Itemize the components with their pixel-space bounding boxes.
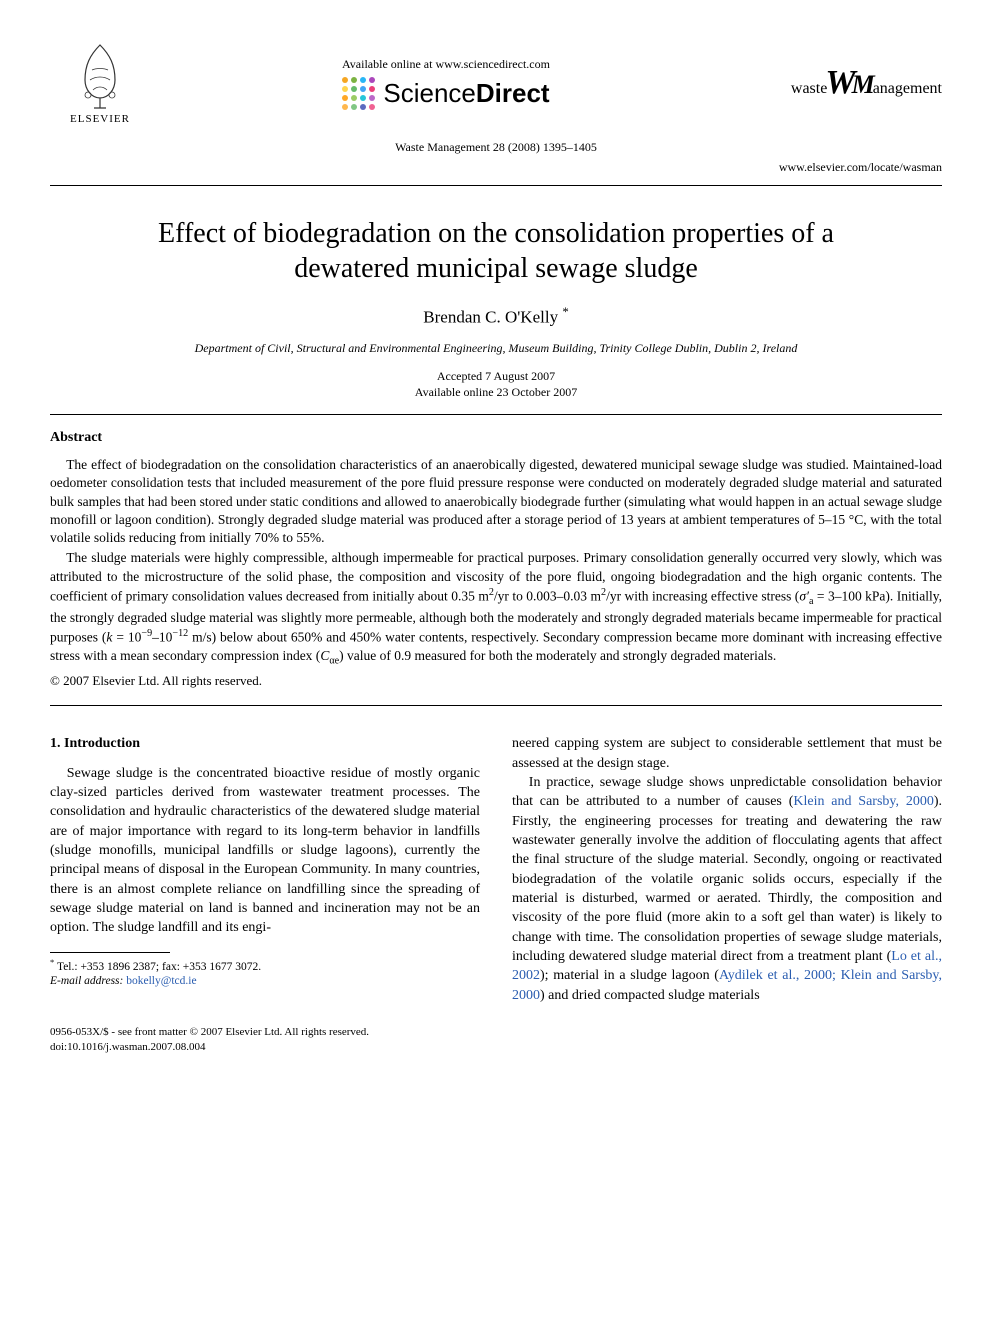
sd-dot xyxy=(369,95,375,101)
footnote-block: * Tel.: +353 1896 2387; fax: +353 1677 3… xyxy=(50,957,480,990)
abs-exp1: −9 xyxy=(141,628,152,639)
footnote-rule xyxy=(50,952,170,953)
footnote-contact-text: Tel.: +353 1896 2387; fax: +353 1677 307… xyxy=(57,960,261,972)
sd-science: Science xyxy=(383,78,476,108)
sd-dot xyxy=(342,95,348,101)
online-date: Available online 23 October 2007 xyxy=(50,384,942,400)
top-rule xyxy=(50,185,942,186)
article-title: Effect of biodegradation on the consolid… xyxy=(110,216,882,286)
footer-issn: 0956-053X/$ - see front matter © 2007 El… xyxy=(50,1025,369,1040)
sd-dot xyxy=(369,86,375,92)
sd-dot xyxy=(360,77,366,83)
accepted-date: Accepted 7 August 2007 xyxy=(50,368,942,384)
sd-dot xyxy=(342,86,348,92)
available-online-text: Available online at www.sciencedirect.co… xyxy=(342,56,550,72)
journal-logo-pre: waste xyxy=(791,80,827,97)
column-left: 1. Introduction Sewage sludge is the con… xyxy=(50,734,480,1004)
sd-dot xyxy=(369,77,375,83)
section-heading: 1. Introduction xyxy=(50,734,480,753)
journal-logo-m: M xyxy=(852,70,875,99)
col1-p1: Sewage sludge is the concentrated bioact… xyxy=(50,764,480,938)
dates-block: Accepted 7 August 2007 Available online … xyxy=(50,368,942,400)
abs-p2-c: /yr with increasing effective stress ( xyxy=(606,588,799,603)
affiliation: Department of Civil, Structural and Envi… xyxy=(50,340,942,356)
sd-direct: Direct xyxy=(476,78,550,108)
abstract-p2: The sludge materials were highly compres… xyxy=(50,549,942,668)
sd-dot xyxy=(360,104,366,110)
elsevier-tree-icon xyxy=(70,40,130,110)
column-right: neered capping system are subject to con… xyxy=(512,734,942,1004)
abs-p2-f: –10 xyxy=(152,629,172,644)
journal-logo: wasteWManagement xyxy=(742,60,942,106)
sd-dot xyxy=(351,95,357,101)
author-marker: * xyxy=(562,305,568,319)
sciencedirect-block: Available online at www.sciencedirect.co… xyxy=(342,56,550,111)
abstract-p1: The effect of biodegradation on the cons… xyxy=(50,456,942,547)
abstract-heading: Abstract xyxy=(50,429,942,448)
citation-line: Waste Management 28 (2008) 1395–1405 xyxy=(50,139,942,155)
footer-doi: doi:10.1016/j.wasman.2007.08.004 xyxy=(50,1040,369,1055)
abs-cae: C xyxy=(320,648,329,663)
mid-rule-2 xyxy=(50,705,942,706)
footnote-email-line: E-mail address: bokelly@tcd.ie xyxy=(50,974,480,989)
author-line: Brendan C. O'Kelly * xyxy=(50,304,942,330)
journal-logo-post: anagement xyxy=(873,80,942,97)
sd-dot xyxy=(351,86,357,92)
sd-dot xyxy=(351,104,357,110)
elsevier-logo-block: ELSEVIER xyxy=(50,40,150,127)
abs-p2-h: ) value of 0.9 measured for both the mod… xyxy=(339,648,776,663)
sd-dot xyxy=(351,77,357,83)
header-row: ELSEVIER Available online at www.science… xyxy=(50,40,942,127)
abs-p2-b: /yr to 0.003–0.03 m xyxy=(494,588,601,603)
locate-url: www.elsevier.com/locate/wasman xyxy=(50,159,942,175)
footer-left: 0956-053X/$ - see front matter © 2007 El… xyxy=(50,1025,369,1055)
abstract-body: The effect of biodegradation on the cons… xyxy=(50,456,942,689)
sd-dot xyxy=(369,104,375,110)
col2-p2: In practice, sewage sludge shows unpredi… xyxy=(512,773,942,1005)
footnote-email-label: E-mail address: xyxy=(50,975,123,987)
col2-p2d: ) and dried compacted sludge materials xyxy=(540,988,760,1003)
abs-p2-e: = 10 xyxy=(112,629,141,644)
elsevier-label: ELSEVIER xyxy=(70,112,130,127)
footer-row: 0956-053X/$ - see front matter © 2007 El… xyxy=(50,1025,942,1055)
abs-exp2: −12 xyxy=(172,628,188,639)
sd-dot xyxy=(360,86,366,92)
abs-cae-sub: αe xyxy=(329,655,339,666)
footnote-contact: * Tel.: +353 1896 2387; fax: +353 1677 3… xyxy=(50,957,480,975)
ref-klein-sarsby-1[interactable]: Klein and Sarsby, 2000 xyxy=(793,794,933,809)
col2-p1: neered capping system are subject to con… xyxy=(512,734,942,773)
sd-dot xyxy=(342,104,348,110)
footnote-star: * xyxy=(50,957,54,967)
col2-p2c: ); material in a sludge lagoon ( xyxy=(540,968,719,983)
sd-dot xyxy=(342,77,348,83)
mid-rule-1 xyxy=(50,414,942,415)
sd-dots-icon xyxy=(342,77,375,110)
body-columns: 1. Introduction Sewage sludge is the con… xyxy=(50,734,942,1004)
sciencedirect-logo: ScienceDirect xyxy=(342,76,549,111)
col2-p2b: ). Firstly, the engineering processes fo… xyxy=(512,794,942,964)
sd-dot xyxy=(360,95,366,101)
sciencedirect-wordmark: ScienceDirect xyxy=(383,76,549,111)
author-name: Brendan C. O'Kelly xyxy=(423,308,558,327)
footnote-email[interactable]: bokelly@tcd.ie xyxy=(126,975,196,987)
abs-sigma: σ′ xyxy=(799,588,809,603)
copyright-line: © 2007 Elsevier Ltd. All rights reserved… xyxy=(50,672,942,690)
